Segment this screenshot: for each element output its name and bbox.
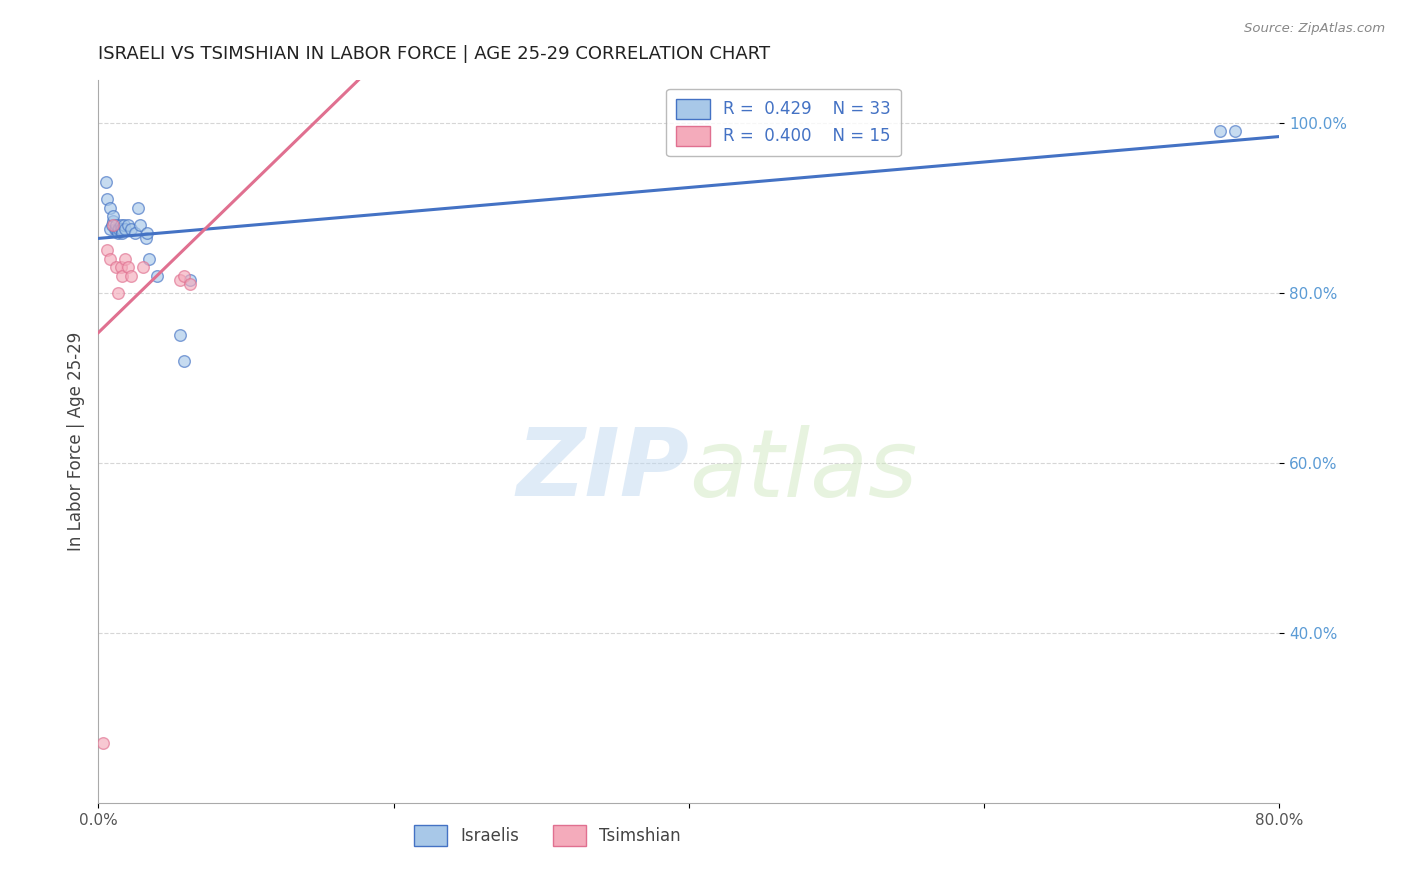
Point <box>107 285 129 300</box>
Point <box>96 192 118 206</box>
Text: atlas: atlas <box>689 425 917 516</box>
Y-axis label: In Labor Force | Age 25-29: In Labor Force | Age 25-29 <box>66 332 84 551</box>
Text: ISRAELI VS TSIMSHIAN IN LABOR FORCE | AGE 25-29 CORRELATION CHART: ISRAELI VS TSIMSHIAN IN LABOR FORCE | AG… <box>98 45 770 63</box>
Point <box>98 222 121 236</box>
Point <box>136 227 159 241</box>
Point <box>105 222 128 236</box>
Point <box>103 218 125 232</box>
Point <box>111 268 134 283</box>
Point <box>110 260 132 275</box>
Point <box>94 175 117 189</box>
Point <box>103 213 125 227</box>
Point <box>146 268 169 283</box>
Point <box>138 252 160 266</box>
Point <box>100 218 122 232</box>
Text: ZIP: ZIP <box>516 425 689 516</box>
Point <box>179 273 201 287</box>
Point <box>1225 124 1247 138</box>
Point <box>111 227 134 241</box>
Point <box>98 201 121 215</box>
Point <box>114 222 136 236</box>
Point <box>132 260 155 275</box>
Point <box>120 222 142 236</box>
Point <box>169 273 191 287</box>
Point <box>105 218 128 232</box>
Point <box>91 736 114 750</box>
Point <box>110 218 132 232</box>
Point <box>104 222 127 236</box>
Point <box>107 222 129 236</box>
Point <box>98 252 121 266</box>
Point <box>96 244 118 258</box>
Point <box>120 268 142 283</box>
Point <box>135 230 157 244</box>
Point <box>108 222 131 236</box>
Point <box>111 222 134 236</box>
Point <box>110 222 132 236</box>
Legend: Israelis, Tsimshian: Israelis, Tsimshian <box>406 819 688 852</box>
Text: Source: ZipAtlas.com: Source: ZipAtlas.com <box>1244 22 1385 36</box>
Point <box>117 260 139 275</box>
Point <box>173 268 195 283</box>
Point <box>114 252 136 266</box>
Point <box>128 218 150 232</box>
Point <box>173 353 195 368</box>
Point <box>169 328 191 343</box>
Point <box>117 218 139 232</box>
Point <box>1209 124 1232 138</box>
Point <box>124 227 146 241</box>
Point <box>112 218 135 232</box>
Point <box>103 209 125 223</box>
Point <box>179 277 201 292</box>
Point <box>107 227 129 241</box>
Point <box>105 260 128 275</box>
Point <box>127 201 149 215</box>
